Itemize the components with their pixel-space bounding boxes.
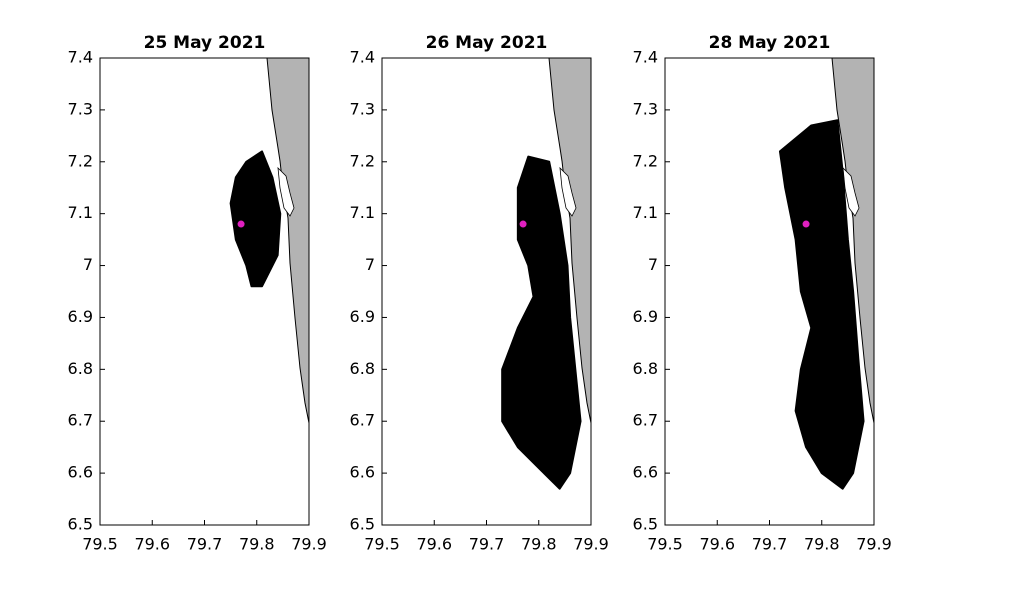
y-tick-label: 7.3 — [350, 99, 375, 118]
y-tick-label: 6.9 — [350, 307, 375, 326]
particle-cloud — [229, 150, 282, 288]
x-tick-label: 79.8 — [521, 535, 557, 554]
y-tick-label: 7.1 — [350, 203, 375, 222]
y-tick-label: 6.8 — [350, 359, 375, 378]
x-tick-label: 79.9 — [291, 535, 327, 554]
y-tick-label: 6.6 — [350, 463, 375, 482]
x-tick-label: 79.5 — [82, 535, 118, 554]
x-tick-label: 79.8 — [804, 535, 840, 554]
x-tick-label: 79.5 — [647, 535, 683, 554]
source-point — [237, 220, 245, 228]
y-tick-label: 7.3 — [68, 99, 93, 118]
y-tick-label: 6.9 — [68, 307, 93, 326]
x-tick-label: 79.7 — [469, 535, 505, 554]
chart-title: 26 May 2021 — [426, 33, 548, 53]
particle-cloud — [501, 155, 582, 490]
x-tick-label: 79.6 — [134, 535, 170, 554]
y-tick-label: 7 — [365, 255, 375, 274]
chart-title: 28 May 2021 — [709, 33, 831, 53]
y-tick-label: 7.2 — [68, 151, 93, 170]
y-tick-label: 6.5 — [350, 515, 375, 534]
x-tick-label: 79.5 — [364, 535, 400, 554]
x-tick-label: 79.9 — [856, 535, 892, 554]
y-tick-label: 7.3 — [633, 99, 658, 118]
y-tick-label: 6.8 — [68, 359, 93, 378]
y-tick-label: 7.1 — [68, 203, 93, 222]
x-tick-label: 79.6 — [699, 535, 735, 554]
y-tick-label: 7.4 — [633, 48, 658, 67]
y-tick-label: 6.7 — [350, 411, 375, 430]
source-point — [519, 220, 527, 228]
particle-cloud — [778, 119, 865, 490]
y-tick-label: 6.9 — [633, 307, 658, 326]
y-tick-label: 6.6 — [68, 463, 93, 482]
y-tick-label: 7.4 — [68, 48, 93, 67]
y-tick-label: 6.7 — [633, 411, 658, 430]
chart-title: 25 May 2021 — [144, 33, 266, 53]
y-tick-label: 7.4 — [350, 48, 375, 67]
y-tick-label: 7.2 — [633, 151, 658, 170]
y-tick-label: 6.5 — [633, 515, 658, 534]
source-point — [802, 220, 810, 228]
x-tick-label: 79.7 — [752, 535, 788, 554]
y-tick-label: 6.8 — [633, 359, 658, 378]
x-tick-label: 79.7 — [187, 535, 223, 554]
x-tick-label: 79.8 — [239, 535, 275, 554]
y-tick-label: 7.1 — [633, 203, 658, 222]
x-tick-label: 79.6 — [416, 535, 452, 554]
y-tick-label: 7 — [648, 255, 658, 274]
y-tick-label: 7 — [83, 255, 93, 274]
y-tick-label: 6.5 — [68, 515, 93, 534]
y-tick-label: 6.6 — [633, 463, 658, 482]
y-tick-label: 6.7 — [68, 411, 93, 430]
x-tick-label: 79.9 — [573, 535, 609, 554]
y-tick-label: 7.2 — [350, 151, 375, 170]
